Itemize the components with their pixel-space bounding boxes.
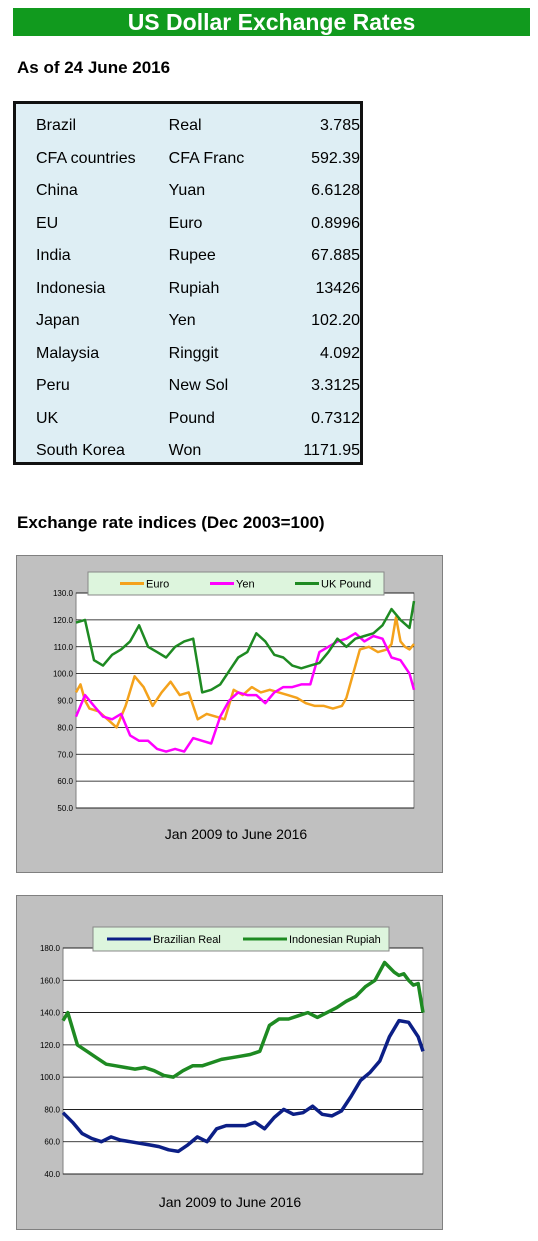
country-cell: Malaysia <box>36 344 100 362</box>
y-tick-label: 110.0 <box>54 643 74 652</box>
currency-cell: Yuan <box>168 182 206 200</box>
y-tick-label: 120.0 <box>53 616 74 625</box>
legend-label: UK Pound <box>321 579 371 591</box>
country-cell: Indonesia <box>36 279 106 297</box>
currency-cell: Real <box>168 117 202 135</box>
rate-value-cell: 67.885 <box>311 247 360 265</box>
country-cell: South Korea <box>36 442 125 460</box>
rate-row: CFA countries CFA Franc 592.39 <box>36 143 360 176</box>
chart-real-rupiah: 40.0 60.0 80.0 100.0 120.0 140.0 160.0 180.0 Bra… <box>16 895 443 1230</box>
currency-cell: Euro <box>168 214 203 232</box>
rate-row: EU Euro 0.8996 <box>36 208 360 241</box>
currency-cell: Ringgit <box>168 344 219 362</box>
y-tick-label: 180.0 <box>40 944 61 953</box>
legend-label: Brazilian Real <box>153 934 221 946</box>
y-tick-label: 40.0 <box>44 1170 60 1179</box>
rate-row: Malaysia Ringgit 4.092 <box>36 338 360 371</box>
rate-value-cell: 592.39 <box>311 149 360 167</box>
currency-cell: Yen <box>168 312 196 330</box>
y-tick-label: 60.0 <box>57 777 73 786</box>
rate-value-cell: 3.785 <box>319 117 360 135</box>
rate-row: Brazil Real 3.785 <box>36 110 360 143</box>
rate-value-cell: 0.8996 <box>311 214 360 232</box>
series-line-yen <box>74 632 416 753</box>
y-tick-label: 100.0 <box>53 670 74 679</box>
rate-value-cell: 0.7312 <box>311 409 360 427</box>
y-tick-label: 60.0 <box>44 1138 60 1147</box>
plot-area <box>62 947 424 1175</box>
rate-row: Peru New Sol 3.3125 <box>36 370 360 403</box>
country-cell: Japan <box>36 312 80 330</box>
series-line-indonesian-rupiah <box>61 960 425 1079</box>
country-cell: Brazil <box>36 117 77 135</box>
indices-heading: Exchange rate indices (Dec 2003=100) <box>17 513 325 532</box>
rate-row: UK Pound 0.7312 <box>36 403 360 436</box>
y-tick-label: 120.0 <box>40 1041 61 1050</box>
currency-cell: Rupee <box>168 247 216 265</box>
rate-row: Indonesia Rupiah 13426 <box>36 273 360 306</box>
country-cell: UK <box>36 409 59 427</box>
rate-table-body: Brazil Real 3.785 CFA countries CFA Franc 592… <box>36 110 360 468</box>
currency-cell: Won <box>168 442 202 460</box>
rate-row: South Korea Won 1171.95 <box>36 435 360 468</box>
legend-label: Euro <box>146 579 169 591</box>
x-axis-caption: Jan 2009 to June 2016 <box>159 1194 302 1210</box>
series-line-euro <box>74 615 415 729</box>
country-cell: CFA countries <box>36 149 136 167</box>
y-tick-label: 80.0 <box>44 1105 60 1114</box>
country-cell: India <box>36 247 71 265</box>
page-title-banner: US Dollar Exchange Rates <box>13 8 530 36</box>
rate-row: China Yuan 6.6128 <box>36 175 360 208</box>
y-tick-label: 70.0 <box>57 750 73 759</box>
rate-table: Brazil Real 3.785 CFA countries CFA Franc 592… <box>36 110 360 468</box>
as-of-date: As of 24 June 2016 <box>17 58 171 77</box>
country-cell: Peru <box>36 377 70 395</box>
rate-value-cell: 13426 <box>315 279 361 297</box>
rate-value-cell: 3.3125 <box>311 377 360 395</box>
y-tick-label: 90.0 <box>57 697 73 706</box>
chart-2-svg: 40.0 60.0 80.0 100.0 120.0 140.0 160.0 180.0 Bra… <box>40 926 425 1210</box>
series-line-uk-pound <box>75 600 416 694</box>
y-tick-label: 100.0 <box>40 1073 61 1082</box>
rate-row: India Rupee 67.885 <box>36 240 360 273</box>
rate-value-cell: 4.092 <box>319 344 360 362</box>
currency-cell: Pound <box>168 409 215 427</box>
chart-euro-yen-pound: 50.0 60.0 70.0 80.0 90.0 100.0 110.0 120.0 130.0… <box>16 555 443 873</box>
chart-1-svg: 50.0 60.0 70.0 80.0 90.0 100.0 110.0 120.0 130.0… <box>53 571 416 842</box>
exchange-rate-table: Brazil Real 3.785 CFA countries CFA Franc 592… <box>13 101 363 465</box>
currency-cell: New Sol <box>168 377 229 395</box>
y-tick-label: 130.0 <box>53 589 74 598</box>
x-axis-caption: Jan 2009 to June 2016 <box>165 826 308 842</box>
page-title: US Dollar Exchange Rates <box>127 9 416 35</box>
rate-value-cell: 6.6128 <box>311 182 360 200</box>
currency-cell: Rupiah <box>168 279 220 297</box>
y-tick-label: 80.0 <box>57 723 73 732</box>
rate-row: Japan Yen 102.20 <box>36 305 360 338</box>
country-cell: EU <box>36 214 59 232</box>
legend <box>87 571 385 596</box>
rate-value-cell: 1171.95 <box>303 442 360 460</box>
y-tick-label: 140.0 <box>40 1009 61 1018</box>
country-cell: China <box>36 182 78 200</box>
currency-cell: CFA Franc <box>168 149 245 167</box>
rate-value-cell: 102.20 <box>311 312 360 330</box>
legend-label: Indonesian Rupiah <box>289 934 381 946</box>
y-tick-label: 160.0 <box>40 976 61 985</box>
y-tick-label: 50.0 <box>57 804 73 813</box>
series-line-brazilian-real <box>61 1018 425 1154</box>
legend-label: Yen <box>236 579 255 591</box>
